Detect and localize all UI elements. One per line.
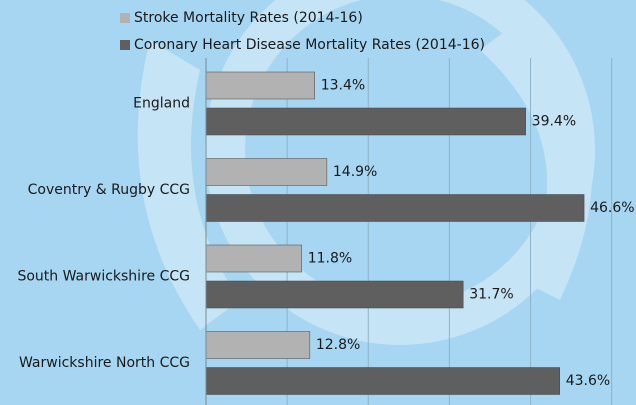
category-label: South Warwickshire CCG [17,269,190,285]
value-label: 31.7% [469,287,513,303]
bar [206,332,310,359]
legend-swatch [120,40,130,50]
bar [206,195,584,222]
value-label: 43.6% [566,373,610,389]
category-label: Coventry & Rugby CCG [28,182,190,198]
value-label: 11.8% [308,251,352,267]
category-label: Warwickshire North CCG [19,355,190,371]
legend-label: Coronary Heart Disease Mortality Rates (… [134,37,485,53]
value-label: 12.8% [316,337,360,353]
value-label: 46.6% [590,200,634,216]
value-label: 14.9% [333,164,377,180]
category-label: England [133,96,190,112]
chart: Stroke Mortality Rates (2014-16) Coronary… [0,0,636,405]
value-label: 39.4% [532,114,576,130]
bar [206,108,526,135]
legend-swatch [120,13,130,23]
bar [206,245,302,272]
bar [206,281,463,308]
legend-label: Stroke Mortality Rates (2014-16) [134,10,363,26]
value-label: 13.4% [321,78,365,94]
bar [206,159,327,186]
bar [206,72,315,99]
bar [206,368,560,395]
